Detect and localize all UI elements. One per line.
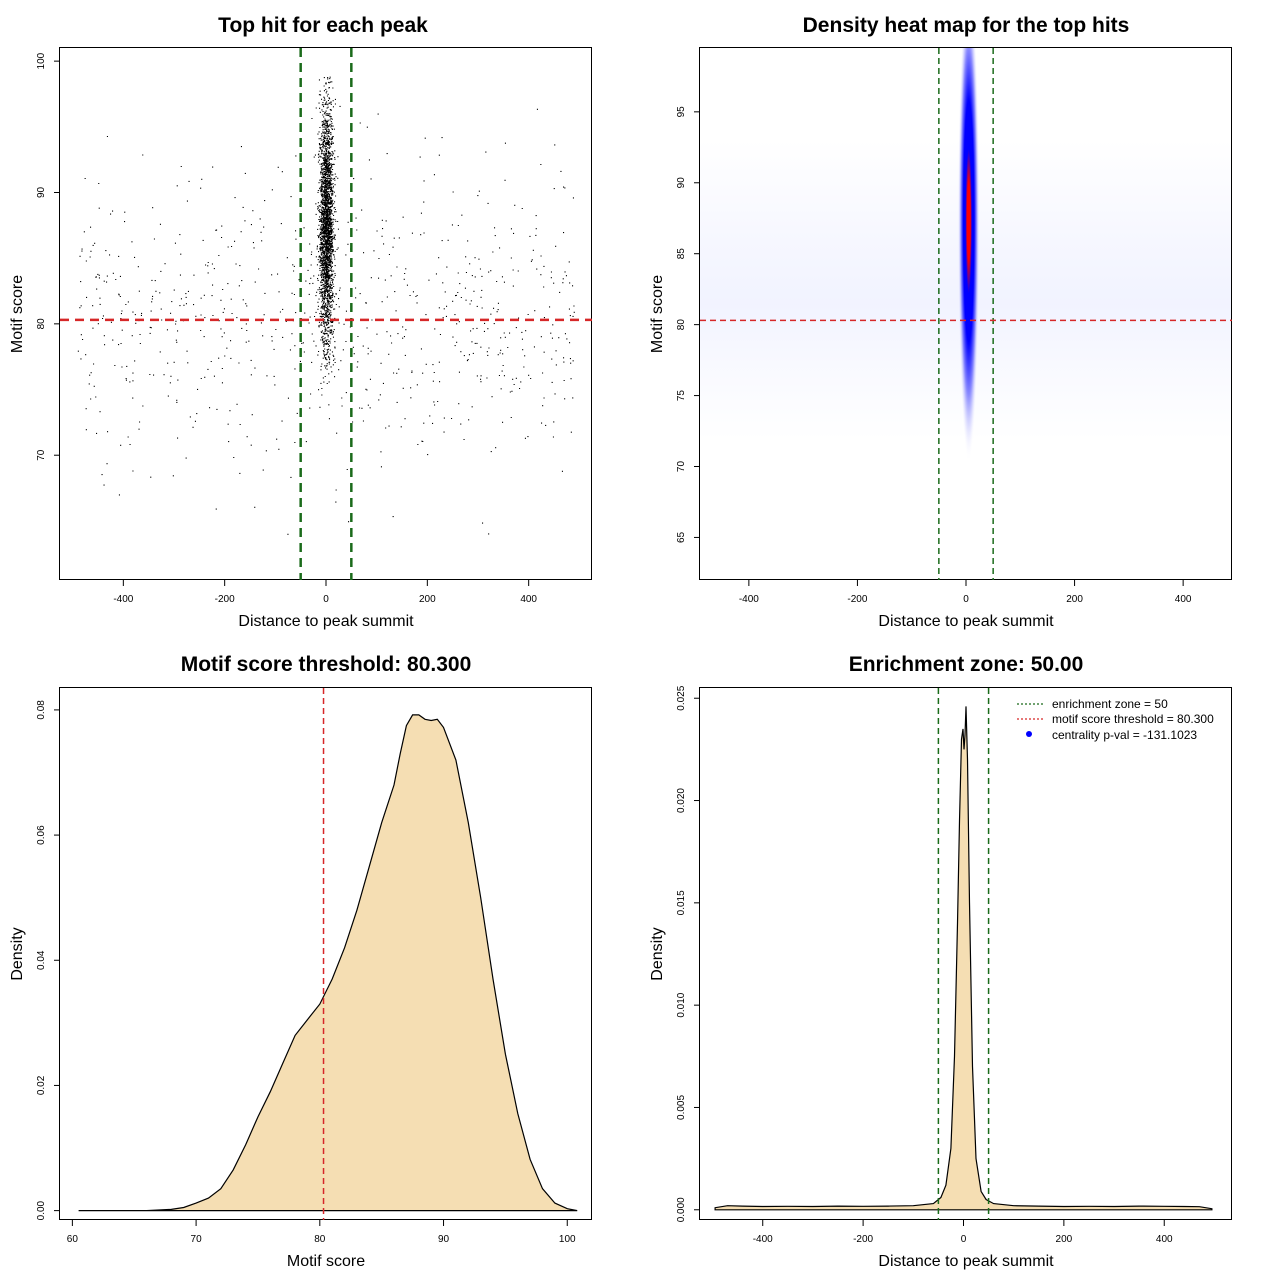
heatmap-x-label: Distance to peak summit bbox=[878, 613, 1054, 630]
heatmap-y-axis: 65 70 75 80 85 90 95 bbox=[676, 106, 700, 543]
score-density-title: Motif score threshold: 80.300 bbox=[181, 653, 472, 676]
enrichment-y-axis: 0.000 0.005 0.010 0.015 0.020 0.025 bbox=[676, 685, 700, 1222]
heatmap-frame bbox=[699, 47, 1232, 580]
legend-label-zone: enrichment zone = 50 bbox=[1052, 697, 1168, 711]
scatter-x-tick-label: -400 bbox=[113, 594, 133, 605]
scatter-x-label: Distance to peak summit bbox=[238, 613, 414, 630]
score-density-y-axis: 0.00 0.02 0.04 0.06 0.08 bbox=[36, 700, 60, 1220]
score-density-y-tick-label: 0.00 bbox=[36, 1200, 47, 1220]
legend-label-threshold: motif score threshold = 80.300 bbox=[1052, 712, 1214, 726]
enrichment-y-label: Density bbox=[649, 927, 666, 980]
scatter-x-tick-label: 0 bbox=[323, 594, 329, 605]
heatmap-x-tick-label: 200 bbox=[1066, 594, 1083, 605]
enrichment-x-label: Distance to peak summit bbox=[878, 1253, 1054, 1270]
enrichment-x-tick-label: -400 bbox=[753, 1234, 773, 1245]
panel-score-density: Motif score threshold: 80.300 60 70 80 90 10… bbox=[9, 653, 592, 1270]
score-density-x-label: Motif score bbox=[287, 1253, 365, 1270]
score-density-y-label: Density bbox=[9, 927, 26, 980]
panel-heatmap: Density heat map for the top hits -400 -2… bbox=[649, 14, 1232, 630]
enrichment-density-curve bbox=[714, 706, 1213, 1211]
heatmap-density-peak bbox=[957, 47, 980, 463]
scatter-frame bbox=[59, 47, 592, 580]
heatmap-reference-lines bbox=[700, 48, 1232, 580]
scatter-y-axis: 70 80 90 100 bbox=[36, 52, 60, 461]
enrichment-x-tick-label: -200 bbox=[853, 1234, 873, 1245]
scatter-x-tick-label: 400 bbox=[520, 594, 537, 605]
score-density-y-tick-label: 0.02 bbox=[36, 1075, 47, 1095]
legend-swatch-pval bbox=[1026, 731, 1032, 737]
heatmap-x-tick-label: -400 bbox=[739, 594, 759, 605]
enrichment-y-tick-label: 0.015 bbox=[676, 890, 687, 915]
panel-enrichment-density: Enrichment zone: 50.00 -400 -200 0 200 400 0… bbox=[649, 653, 1232, 1270]
enrichment-x-tick-label: 400 bbox=[1156, 1234, 1173, 1245]
scatter-point-cloud bbox=[77, 76, 575, 535]
enrichment-legend: enrichment zone = 50 motif score thresho… bbox=[1017, 697, 1214, 742]
score-density-x-tick-label: 80 bbox=[314, 1234, 326, 1245]
heatmap-y-tick-label: 95 bbox=[676, 106, 687, 118]
heatmap-plot-area bbox=[700, 47, 1231, 463]
heatmap-y-tick-label: 70 bbox=[676, 461, 687, 473]
scatter-x-axis: -400 -200 0 200 400 bbox=[113, 580, 537, 605]
enrichment-x-tick-label: 0 bbox=[961, 1234, 967, 1245]
heatmap-title: Density heat map for the top hits bbox=[803, 14, 1130, 37]
scatter-y-tick-label: 90 bbox=[36, 186, 47, 198]
heatmap-x-tick-label: 400 bbox=[1175, 594, 1192, 605]
scatter-y-tick-label: 100 bbox=[36, 52, 47, 69]
scatter-y-tick-label: 70 bbox=[36, 449, 47, 461]
legend-label-pval: centrality p-val = -131.1023 bbox=[1052, 728, 1197, 742]
panel-scatter: Top hit for each peak -400 -200 0 200 400 70… bbox=[9, 14, 592, 630]
enrichment-title: Enrichment zone: 50.00 bbox=[849, 653, 1084, 676]
enrichment-y-tick-label: 0.005 bbox=[676, 1095, 687, 1120]
enrichment-frame bbox=[699, 687, 1232, 1220]
heatmap-x-tick-label: 0 bbox=[963, 594, 969, 605]
enrichment-y-tick-label: 0.020 bbox=[676, 788, 687, 813]
score-density-y-tick-label: 0.06 bbox=[36, 825, 47, 845]
scatter-x-tick-label: 200 bbox=[419, 594, 436, 605]
score-density-x-axis: 60 70 80 90 100 bbox=[67, 1220, 576, 1245]
score-density-x-tick-label: 70 bbox=[191, 1234, 203, 1245]
heatmap-y-label: Motif score bbox=[649, 275, 666, 353]
enrichment-x-tick-label: 200 bbox=[1056, 1234, 1073, 1245]
scatter-points bbox=[77, 76, 575, 535]
enrichment-y-tick-label: 0.025 bbox=[676, 685, 687, 710]
heatmap-y-tick-label: 75 bbox=[676, 390, 687, 402]
scatter-title: Top hit for each peak bbox=[218, 14, 428, 37]
scatter-x-tick-label: -200 bbox=[215, 594, 235, 605]
enrichment-y-tick-label: 0.010 bbox=[676, 992, 687, 1017]
heatmap-x-axis: -400 -200 0 200 400 bbox=[739, 580, 1192, 605]
scatter-reference-lines bbox=[60, 48, 592, 580]
score-density-frame bbox=[59, 687, 592, 1220]
score-density-y-tick-label: 0.04 bbox=[36, 950, 47, 970]
heatmap-y-tick-label: 85 bbox=[676, 248, 687, 260]
enrichment-x-axis: -400 -200 0 200 400 bbox=[753, 1220, 1173, 1245]
score-density-x-tick-label: 60 bbox=[67, 1234, 79, 1245]
heatmap-y-tick-label: 90 bbox=[676, 177, 687, 189]
scatter-y-tick-label: 80 bbox=[36, 318, 47, 330]
scatter-y-label: Motif score bbox=[9, 275, 26, 353]
score-density-y-tick-label: 0.08 bbox=[36, 700, 47, 720]
score-density-x-tick-label: 90 bbox=[438, 1234, 450, 1245]
enrichment-reference-lines bbox=[937, 688, 990, 1220]
heatmap-x-tick-label: -200 bbox=[847, 594, 867, 605]
enrichment-y-tick-label: 0.000 bbox=[676, 1197, 687, 1222]
heatmap-y-tick-label: 80 bbox=[676, 319, 687, 331]
heatmap-y-tick-label: 65 bbox=[676, 531, 687, 543]
score-density-curve bbox=[78, 714, 578, 1212]
score-density-x-tick-label: 100 bbox=[559, 1234, 576, 1245]
